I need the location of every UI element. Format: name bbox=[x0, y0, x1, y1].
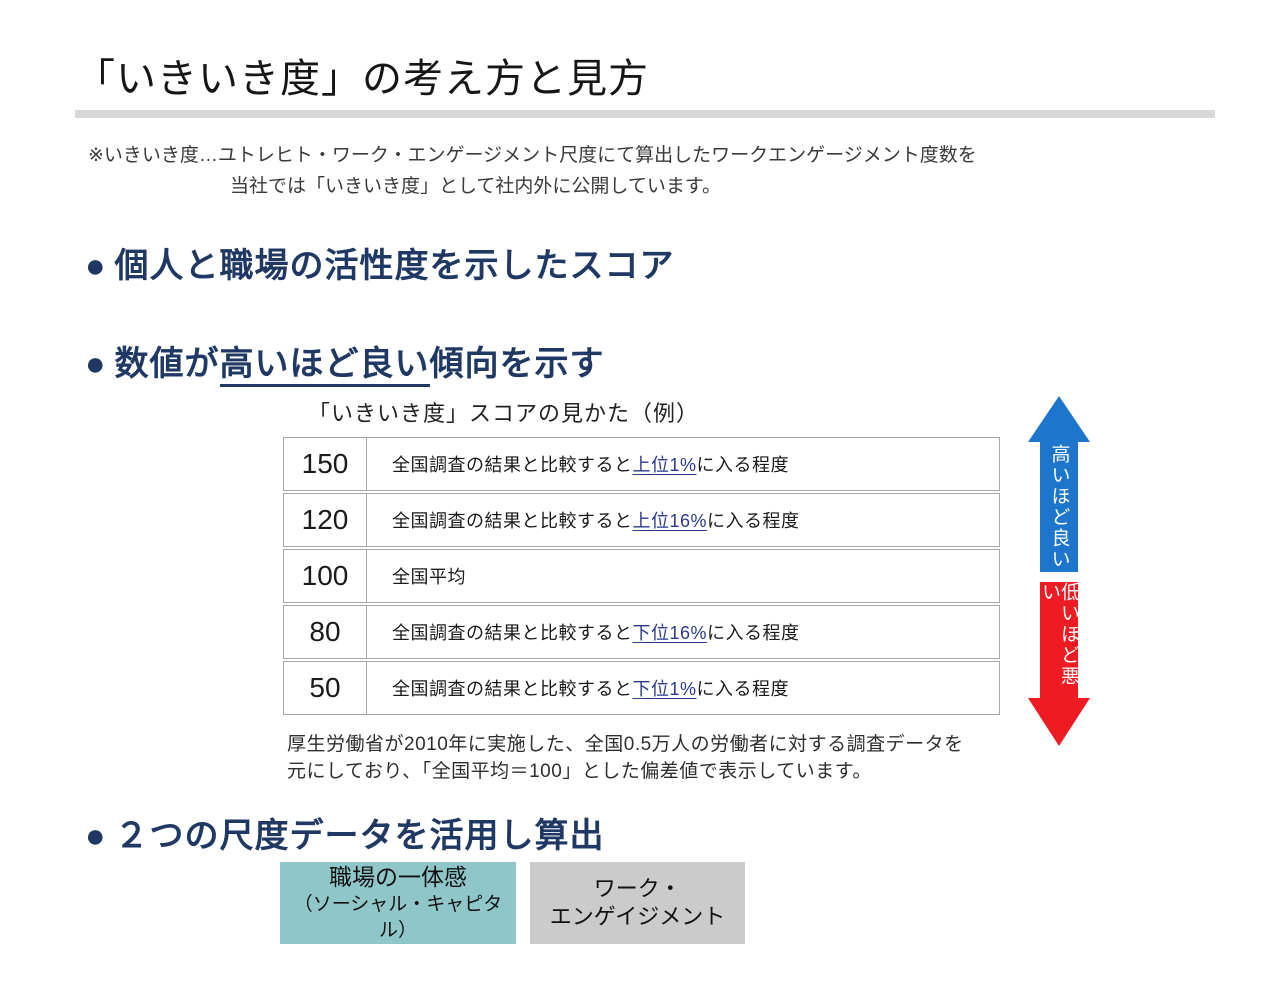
arrow-up-stem: 高いほど良い bbox=[1040, 442, 1078, 572]
table-row: 80 全国調査の結果と比較すると 下位16% に入る程度 bbox=[283, 605, 1000, 659]
factor-box-line2: （ソーシャル・キャピタル） bbox=[293, 894, 503, 941]
desc-post: に入る程度 bbox=[696, 455, 790, 475]
score-cell: 150 bbox=[284, 438, 367, 490]
bullet-text: 個人と職場の活性度を示したスコア bbox=[114, 247, 675, 285]
definition-note: ※いきいき度…ユトレヒト・ワーク・エンゲージメント尺度にて算出したワークエンゲー… bbox=[88, 140, 977, 202]
factor-box-line1: 職場の一体感 bbox=[329, 864, 467, 890]
table-row: 150 全国調査の結果と比較すると 上位1% に入る程度 bbox=[283, 437, 1000, 491]
desc-highlight: 下位16% bbox=[632, 623, 708, 643]
factor-box-line2: エンゲイジメント bbox=[549, 904, 726, 929]
bullet-score-meaning: ● 個人と職場の活性度を示したスコア bbox=[85, 238, 675, 287]
desc-pre: 全国調査の結果と比較すると bbox=[392, 623, 633, 643]
bullet-icon: ● bbox=[85, 817, 107, 855]
factor-box-social-capital: 職場の一体感 （ソーシャル・キャピタル） bbox=[280, 862, 516, 944]
table-footnote-line1: 厚生労働省が2010年に実施した、全国0.5万人の労働者に対する調査データを bbox=[287, 734, 964, 755]
score-cell: 80 bbox=[284, 606, 367, 658]
scale-arrows: 高いほど良い 低いほど悪い bbox=[1028, 396, 1090, 746]
description-cell: 全国調査の結果と比較すると 下位16% に入る程度 bbox=[367, 606, 999, 658]
description-cell: 全国調査の結果と比較すると 下位1% に入る程度 bbox=[367, 662, 999, 714]
factor-box-line1: ワーク・ bbox=[593, 876, 682, 901]
table-footnote: 厚生労働省が2010年に実施した、全国0.5万人の労働者に対する調査データを 元… bbox=[287, 731, 964, 785]
bullet-text-pre: 数値が bbox=[114, 345, 220, 383]
arrow-up-label: 高いほど良い bbox=[1048, 444, 1070, 570]
table-footnote-line2: 元にしており、「全国平均＝100」とした偏差値で表示しています。 bbox=[287, 761, 872, 782]
page-title: 「いきいき度」の考え方と見方 bbox=[75, 57, 649, 101]
desc-pre: 全国平均 bbox=[392, 567, 466, 587]
table-row: 100 全国平均 bbox=[283, 549, 1000, 603]
score-table-title: 「いきいき度」スコアの見かた（例） bbox=[308, 401, 700, 426]
desc-pre: 全国調査の結果と比較すると bbox=[392, 679, 633, 699]
arrow-down-icon bbox=[1028, 698, 1090, 746]
description-cell: 全国調査の結果と比較すると 上位16% に入る程度 bbox=[367, 494, 999, 546]
description-cell: 全国調査の結果と比較すると 上位1% に入る程度 bbox=[367, 438, 999, 490]
desc-highlight: 上位1% bbox=[632, 455, 697, 475]
title-divider bbox=[75, 110, 1215, 118]
bullet-text-underlined: 高いほど良い bbox=[219, 345, 430, 387]
arrow-down-label: 低いほど悪い bbox=[1039, 582, 1079, 687]
desc-post: に入る程度 bbox=[696, 679, 790, 699]
desc-post: に入る程度 bbox=[707, 623, 800, 643]
bullet-two-scales: ● ２つの尺度データを活用し算出 bbox=[85, 808, 605, 857]
arrow-down-stem: 低いほど悪い bbox=[1039, 582, 1079, 698]
desc-highlight: 下位1% bbox=[632, 679, 697, 699]
desc-highlight: 上位16% bbox=[632, 511, 708, 531]
desc-pre: 全国調査の結果と比較すると bbox=[392, 511, 633, 531]
bullet-text-post: 傾向を示す bbox=[429, 345, 605, 383]
bullet-icon: ● bbox=[85, 247, 107, 285]
desc-post: に入る程度 bbox=[707, 511, 800, 531]
score-cell: 100 bbox=[284, 550, 367, 602]
score-table: 150 全国調査の結果と比較すると 上位1% に入る程度 120 全国調査の結果と比… bbox=[283, 437, 1000, 717]
table-row: 50 全国調査の結果と比較すると 下位1% に入る程度 bbox=[283, 661, 1000, 715]
bullet-icon: ● bbox=[85, 345, 107, 383]
bullet-text: ２つの尺度データを活用し算出 bbox=[114, 817, 605, 855]
score-cell: 50 bbox=[284, 662, 367, 714]
definition-note-line2: 当社では「いきいき度」として社内外に公開しています。 bbox=[230, 176, 721, 197]
table-row: 120 全国調査の結果と比較すると 上位16% に入る程度 bbox=[283, 493, 1000, 547]
bullet-higher-is-better: ● 数値が高いほど良い傾向を示す bbox=[85, 336, 605, 387]
factor-box-work-engagement: ワーク・ エンゲイジメント bbox=[530, 862, 745, 944]
desc-pre: 全国調査の結果と比較すると bbox=[392, 455, 633, 475]
arrow-up-icon bbox=[1028, 396, 1090, 442]
definition-note-line1: ※いきいき度…ユトレヒト・ワーク・エンゲージメント尺度にて算出したワークエンゲー… bbox=[88, 145, 977, 166]
description-cell: 全国平均 bbox=[367, 550, 999, 602]
score-cell: 120 bbox=[284, 494, 367, 546]
